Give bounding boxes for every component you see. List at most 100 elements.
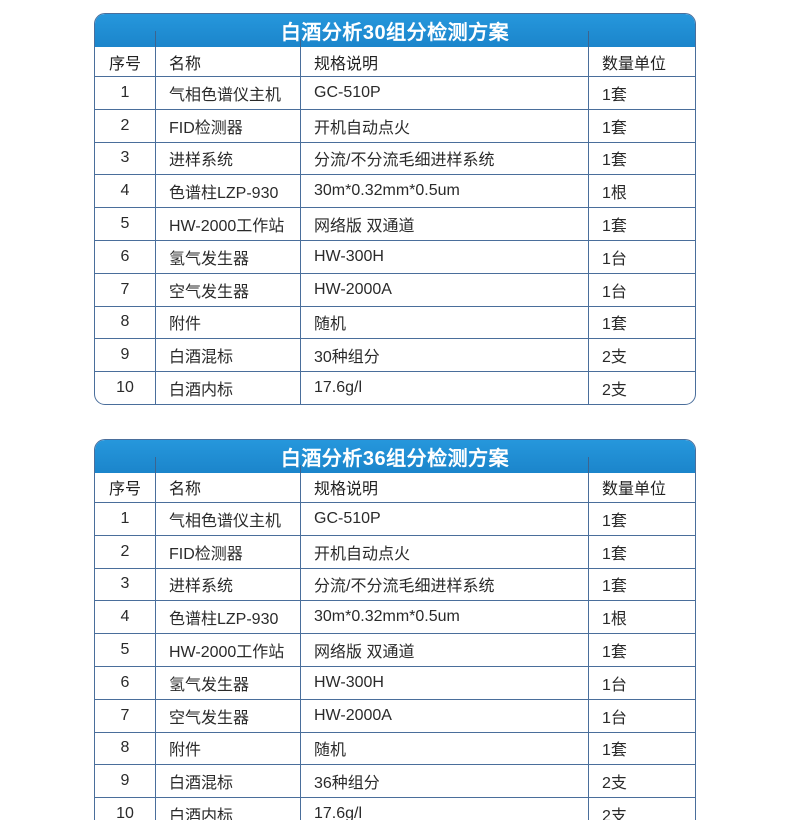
table-row: 6 氢气发生器 HW-300H 1台	[95, 240, 695, 274]
cell-qty: 1套	[588, 634, 695, 666]
cell-spec: HW-300H	[300, 240, 588, 273]
cell-no: 2	[120, 116, 130, 134]
cell-no: 3	[120, 575, 130, 593]
table-row: 5 HW-2000工作站 网络版 双通道 1套	[95, 208, 695, 241]
cell-name: 气相色谱仪主机	[155, 77, 300, 109]
table-row: 7 空气发生器 HW-2000A 1台	[95, 273, 695, 307]
cell-spec: 30m*0.32mm*0.5um	[300, 601, 588, 634]
cell-no: 10	[116, 379, 134, 397]
cell-qty: 1套	[588, 568, 695, 601]
cell-no: 7	[120, 280, 130, 298]
table-row: 1 气相色谱仪主机 GC-510P 1套	[95, 77, 695, 110]
cell-no: 1	[120, 83, 130, 101]
cell-qty: 1台	[588, 699, 695, 732]
cell-spec: 网络版 双通道	[300, 634, 588, 666]
column-header-spec: 规格说明	[300, 472, 588, 502]
cell-spec: HW-300H	[300, 666, 588, 699]
table-title-bar: 白酒分析36组分检测方案	[95, 439, 695, 473]
cell-name: 白酒混标	[155, 765, 300, 798]
cell-spec: 17.6g/l	[300, 372, 588, 404]
cell-name: 色谱柱LZP-930	[155, 175, 300, 208]
cell-name: 色谱柱LZP-930	[155, 601, 300, 634]
cell-no: 9	[120, 772, 130, 790]
cell-qty: 1台	[588, 666, 695, 699]
cell-qty: 1套	[588, 142, 695, 175]
cell-name: 白酒混标	[155, 339, 300, 372]
table-row: 6 氢气发生器 HW-300H 1台	[95, 666, 695, 700]
cell-spec: GC-510P	[300, 502, 588, 535]
column-header-qty: 数量单位	[588, 472, 695, 502]
cell-qty: 2支	[588, 798, 695, 820]
cell-spec: 开机自动点火	[300, 109, 588, 142]
cell-name: 气相色谱仪主机	[155, 502, 300, 535]
cell-qty: 1台	[588, 240, 695, 273]
cell-qty: 2支	[588, 765, 695, 798]
table-row: 3 进样系统 分流/不分流毛细进样系统 1套	[95, 142, 695, 176]
cell-name: 空气发生器	[155, 273, 300, 306]
table-row: 10 白酒内标 17.6g/l 2支	[95, 798, 695, 820]
cell-qty: 1套	[588, 502, 695, 535]
table-row: 2 FID检测器 开机自动点火 1套	[95, 109, 695, 143]
table-row: 8 附件 随机 1套	[95, 732, 695, 766]
cell-spec: 30m*0.32mm*0.5um	[300, 175, 588, 208]
spec-table-36-components: 白酒分析36组分检测方案 序号 名称 规格说明 数量单位 1 气相色谱仪主机 GC-…	[94, 438, 696, 820]
cell-no: 5	[120, 641, 130, 659]
cell-spec: 36种组分	[300, 765, 588, 798]
table-title: 白酒分析36组分检测方案	[280, 447, 510, 470]
cell-no: 10	[116, 805, 134, 820]
table-row: 7 空气发生器 HW-2000A 1台	[95, 699, 695, 733]
cell-name: 白酒内标	[155, 372, 300, 404]
cell-qty: 1套	[588, 535, 695, 568]
table-body: 1 气相色谱仪主机 GC-510P 1套 2 FID检测器 开机自动点火 1套 3 进样系统 分流/…	[95, 502, 695, 820]
column-divider-stub	[155, 456, 156, 473]
cell-qty: 1套	[588, 109, 695, 142]
cell-no: 6	[120, 673, 130, 691]
table-row: 4 色谱柱LZP-930 30m*0.32mm*0.5um 1根	[95, 175, 695, 209]
cell-no: 5	[120, 215, 130, 233]
table-header-row: 序号 名称 规格说明 数量单位	[95, 47, 695, 77]
cell-name: HW-2000工作站	[155, 208, 300, 240]
table-title: 白酒分析30组分检测方案	[280, 22, 510, 44]
table-row: 9 白酒混标 30种组分 2支	[95, 339, 695, 373]
column-header-no: 序号	[108, 55, 141, 73]
table-title-bar: 白酒分析30组分检测方案	[95, 14, 695, 47]
cell-spec: 开机自动点火	[300, 535, 588, 568]
cell-qty: 1台	[588, 273, 695, 306]
cell-name: 氢气发生器	[155, 240, 300, 273]
cell-spec: 网络版 双通道	[300, 208, 588, 240]
cell-no: 8	[120, 739, 130, 757]
cell-no: 8	[120, 313, 130, 331]
cell-spec: GC-510P	[300, 77, 588, 109]
cell-name: 附件	[155, 732, 300, 765]
table-row: 4 色谱柱LZP-930 30m*0.32mm*0.5um 1根	[95, 601, 695, 635]
cell-qty: 1套	[588, 732, 695, 765]
cell-name: 附件	[155, 306, 300, 339]
column-divider-stub	[300, 464, 301, 473]
column-header-no: 序号	[108, 481, 141, 499]
cell-name: FID检测器	[155, 109, 300, 142]
cell-spec: 17.6g/l	[300, 798, 588, 820]
cell-spec: 随机	[300, 732, 588, 765]
cell-name: 白酒内标	[155, 798, 300, 820]
column-divider-stub	[588, 456, 589, 473]
cell-qty: 1根	[588, 175, 695, 208]
cell-name: 空气发生器	[155, 699, 300, 732]
table-row: 10 白酒内标 17.6g/l 2支	[95, 372, 695, 404]
column-header-qty: 数量单位	[588, 47, 695, 76]
cell-qty: 1套	[588, 77, 695, 109]
table-row: 3 进样系统 分流/不分流毛细进样系统 1套	[95, 568, 695, 602]
cell-spec: 随机	[300, 306, 588, 339]
column-divider-stub	[155, 31, 156, 47]
table-row: 2 FID检测器 开机自动点火 1套	[95, 535, 695, 569]
cell-no: 3	[120, 149, 130, 167]
cell-name: 进样系统	[155, 142, 300, 175]
column-header-name: 名称	[155, 47, 300, 76]
cell-name: 进样系统	[155, 568, 300, 601]
column-header-name: 名称	[155, 472, 300, 502]
cell-no: 9	[120, 346, 130, 364]
spec-table-30-components: 白酒分析30组分检测方案 序号 名称 规格说明 数量单位 1 气相色谱仪主机 GC-…	[94, 13, 696, 405]
cell-qty: 2支	[588, 339, 695, 372]
cell-no: 1	[120, 509, 130, 527]
cell-spec: HW-2000A	[300, 273, 588, 306]
